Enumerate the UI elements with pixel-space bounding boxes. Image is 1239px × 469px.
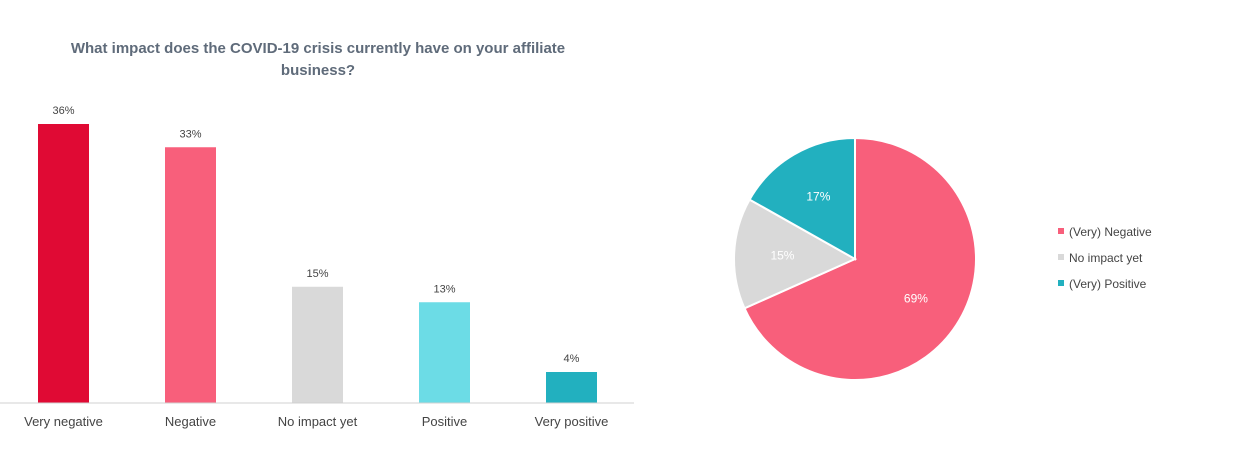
legend: (Very) Negative No impact yet (Very) Posit… [1058, 225, 1152, 291]
bar-negative [165, 147, 216, 403]
x-tick-label-very-negative: Very negative [24, 414, 103, 429]
data-label-very-negative: 36% [52, 105, 74, 117]
data-label-negative: 33% [179, 128, 201, 140]
legend-label-no-impact-yet: No impact yet [1069, 251, 1143, 265]
bar-series: 36% Very negative 33% Negative 15% No impact … [24, 105, 608, 429]
legend-label-very-positive: (Very) Positive [1069, 277, 1147, 291]
legend-label-very-negative: (Very) Negative [1069, 225, 1152, 239]
chart-title-line-2: business? [281, 62, 355, 79]
legend-swatch-very-positive [1058, 280, 1064, 286]
data-label-positive: 13% [433, 283, 455, 295]
chart-title-line-1: What impact does the COVID-19 crisis cur… [71, 40, 565, 57]
legend-swatch-no-impact-yet [1058, 254, 1064, 260]
bar-very-positive [546, 372, 597, 403]
data-label-very-positive: 4% [564, 353, 580, 365]
pie-slice-very-positive [748, 136, 856, 261]
bar-no-impact-yet [292, 286, 343, 403]
pie-label-very-negative: 69% [904, 292, 928, 306]
pie-label-very-positive: 17% [806, 189, 830, 203]
pie-label-no-impact-yet: 15% [770, 249, 794, 263]
pie-slice-no-impact-yet [733, 198, 858, 310]
bar-positive [419, 302, 470, 403]
x-tick-label-negative: Negative [165, 414, 216, 429]
x-tick-label-no-impact-yet: No impact yet [278, 414, 358, 429]
pie-series: 69% 15% 17% [733, 136, 977, 381]
data-label-no-impact-yet: 15% [306, 268, 328, 280]
bar-very-negative [38, 124, 89, 403]
x-tick-label-very-positive: Very positive [535, 414, 609, 429]
x-tick-label-positive: Positive [422, 414, 468, 429]
bar-chart: What impact does the COVID-19 crisis cur… [0, 40, 634, 429]
pie-slice-very-negative [743, 136, 977, 381]
legend-swatch-very-negative [1058, 228, 1064, 234]
